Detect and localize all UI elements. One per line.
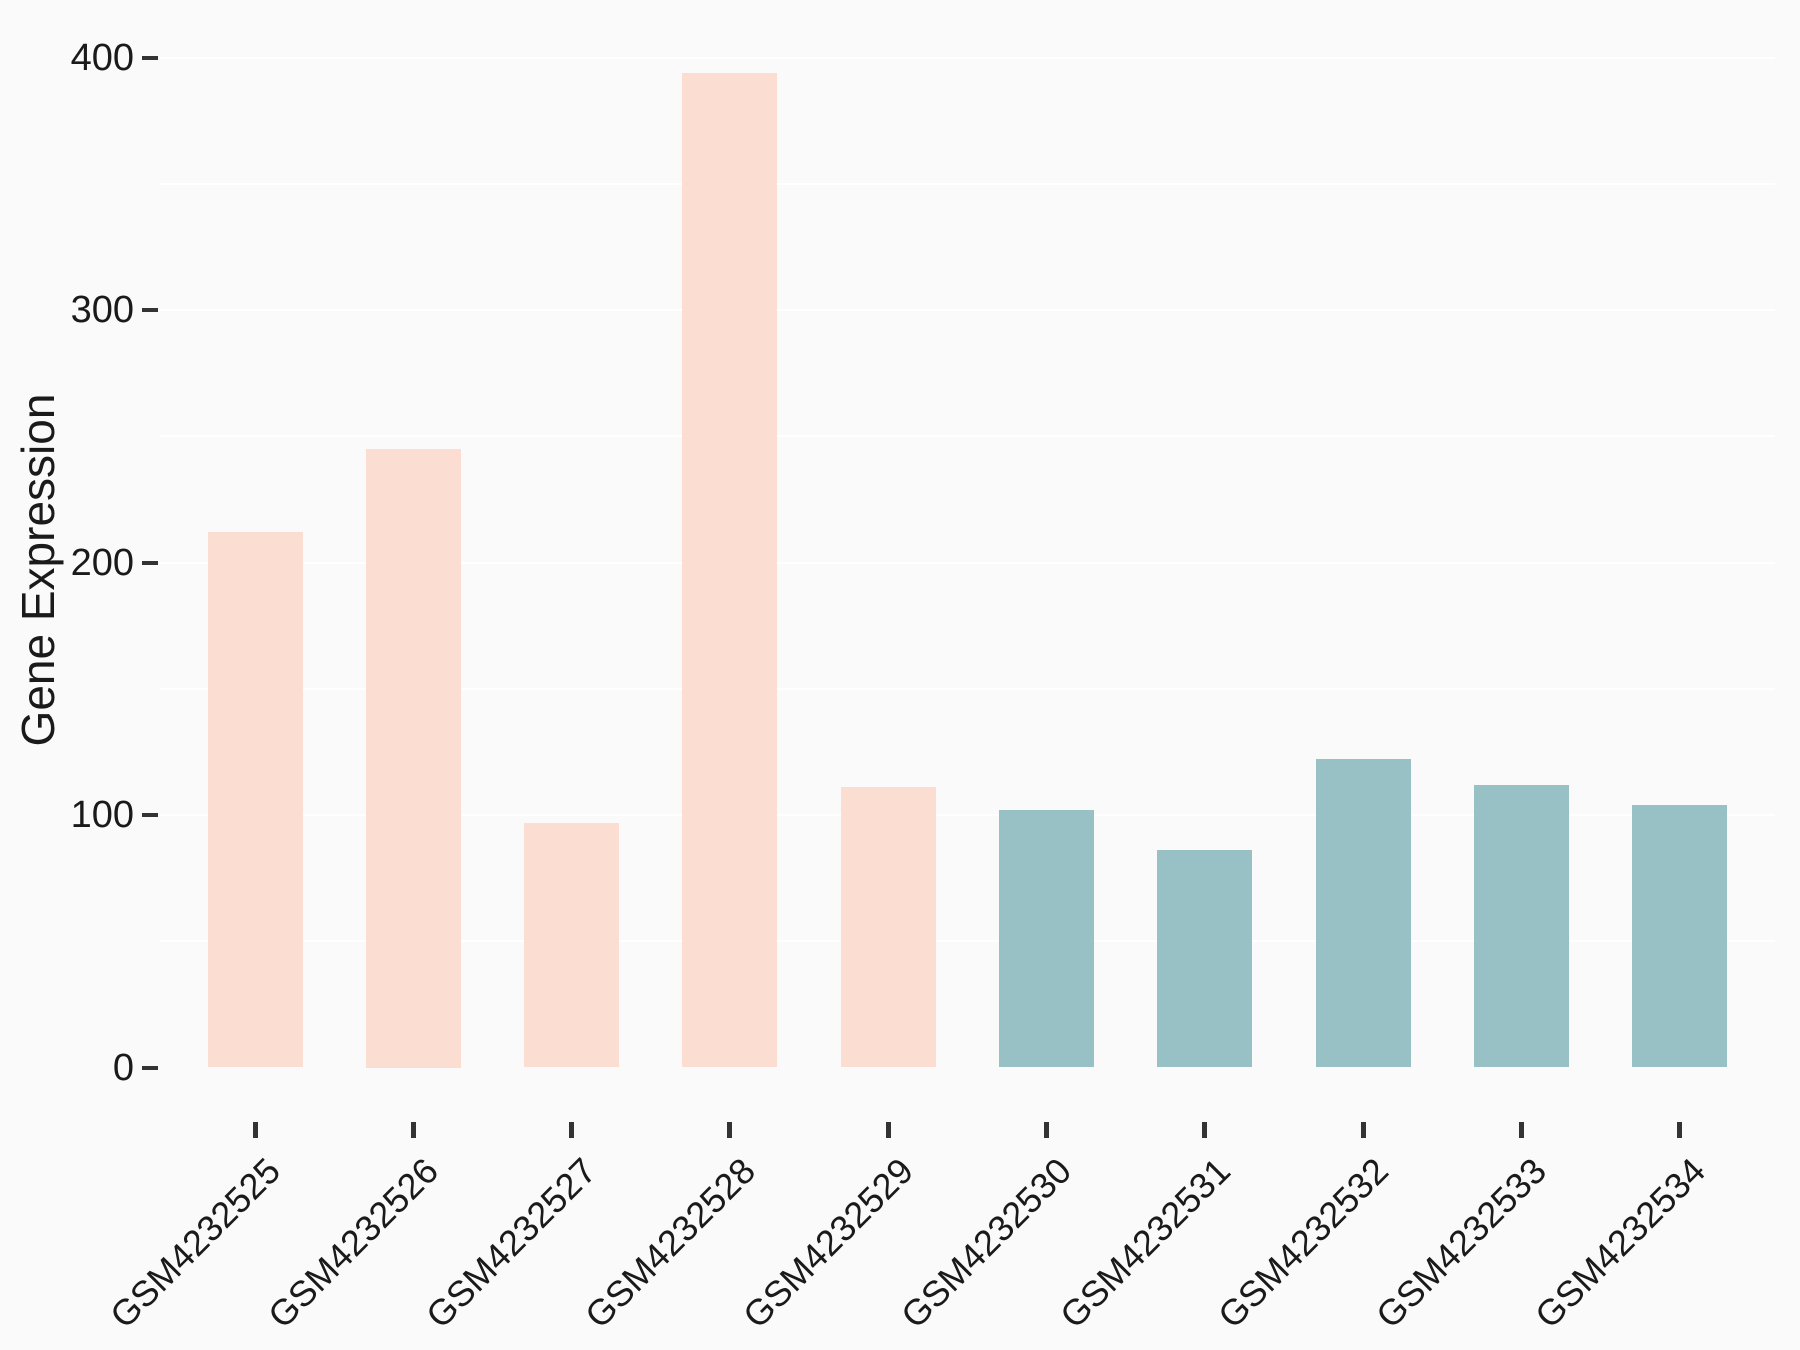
x-axis-tick-mark xyxy=(1677,1122,1683,1138)
x-axis-tick-mark xyxy=(1044,1122,1049,1138)
x-tick-label-GSM4232525: GSM4232525 xyxy=(101,1149,288,1336)
bar-GSM4232527 xyxy=(524,822,620,1068)
gridline-minor xyxy=(160,687,1775,690)
gridline-minor xyxy=(160,435,1775,438)
x-tick-label-GSM4232531: GSM4232531 xyxy=(1051,1149,1238,1336)
gridline-minor xyxy=(160,182,1775,185)
gridline-major xyxy=(160,56,1775,59)
gridline-major xyxy=(160,561,1775,564)
bar-GSM4232531 xyxy=(1157,850,1253,1068)
x-tick-label-GSM4232533: GSM4232533 xyxy=(1368,1149,1555,1336)
bar-GSM4232533 xyxy=(1473,784,1569,1068)
x-axis-tick-mark xyxy=(1202,1122,1208,1138)
bar-GSM4232525 xyxy=(207,532,303,1068)
bar-GSM4232530 xyxy=(999,809,1094,1068)
bar-GSM4232529 xyxy=(840,787,936,1068)
x-tick-label-GSM4232530: GSM4232530 xyxy=(893,1149,1080,1336)
y-axis-tick-mark xyxy=(142,308,158,312)
x-axis-tick-mark xyxy=(727,1122,733,1138)
y-axis-tick-mark xyxy=(142,55,158,60)
y-tick-label: 200 xyxy=(70,541,134,584)
x-axis-tick-mark xyxy=(252,1122,258,1138)
gridline-major xyxy=(160,814,1775,816)
gridline-minor xyxy=(160,940,1775,943)
y-tick-label: 0 xyxy=(112,1046,134,1089)
y-tick-label: 400 xyxy=(70,36,134,79)
y-axis-tick-mark xyxy=(142,1065,158,1070)
x-axis-tick-mark xyxy=(1360,1122,1366,1138)
x-axis-tick-mark xyxy=(410,1122,416,1138)
bar-GSM4232534 xyxy=(1632,804,1728,1068)
gridline-major xyxy=(160,309,1775,311)
x-tick-label-GSM4232527: GSM4232527 xyxy=(418,1149,605,1336)
x-axis-tick-mark xyxy=(569,1122,575,1138)
x-tick-label-GSM4232534: GSM4232534 xyxy=(1526,1149,1713,1336)
y-tick-label: 300 xyxy=(70,289,134,331)
y-axis-tick-mark xyxy=(142,813,158,817)
x-tick-label-GSM4232528: GSM4232528 xyxy=(576,1149,763,1336)
x-axis-tick-mark xyxy=(885,1122,891,1138)
bar-GSM4232532 xyxy=(1315,759,1411,1068)
y-axis-tick-mark xyxy=(142,560,158,565)
bar-GSM4232526 xyxy=(365,448,461,1068)
x-axis-tick-mark xyxy=(1518,1122,1524,1138)
y-tick-label: 100 xyxy=(70,794,134,836)
bar-GSM4232528 xyxy=(682,72,778,1068)
